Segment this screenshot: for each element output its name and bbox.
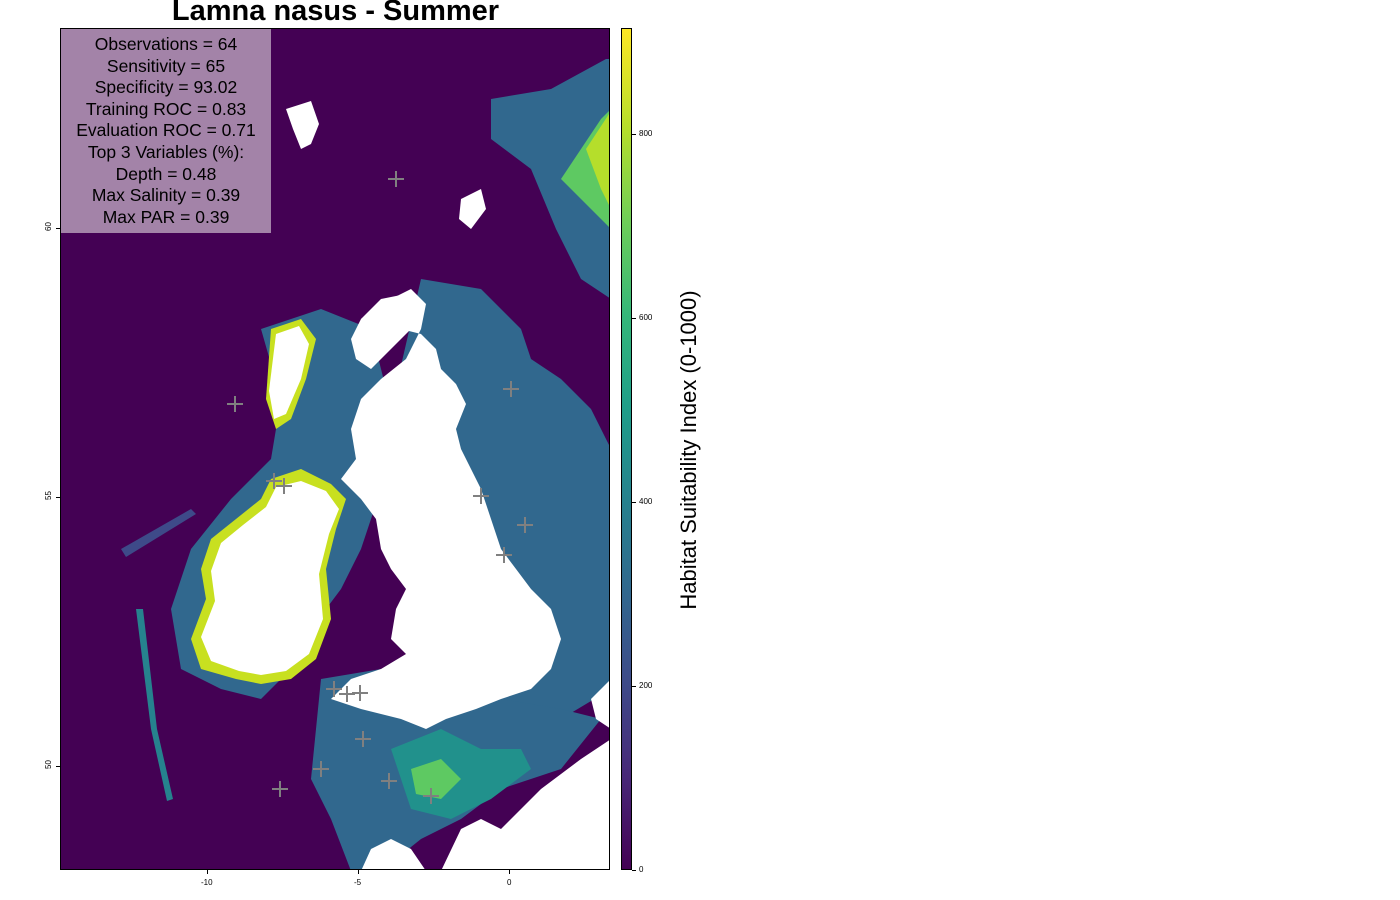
y-tick-label-55: 55 <box>44 491 53 500</box>
y-tick-label-60: 60 <box>44 222 53 231</box>
evaluation-roc-stat: Evaluation ROC = 0.71 <box>61 120 271 142</box>
colorbar-tick <box>632 870 636 871</box>
sensitivity-stat: Sensitivity = 65 <box>61 56 271 78</box>
colorbar-label-400: 400 <box>639 497 652 507</box>
x-tick-mark <box>207 870 208 874</box>
y-tick-mark <box>56 766 60 767</box>
y-tick-mark <box>56 497 60 498</box>
observations-stat: Observations = 64 <box>61 34 271 56</box>
map-title: Lamna nasus - Summer <box>60 0 611 28</box>
variable-2: Max Salinity = 0.39 <box>61 185 271 207</box>
colorbar-tick <box>632 686 636 687</box>
top-variables-header: Top 3 Variables (%): <box>61 142 271 164</box>
y-tick-mark <box>56 228 60 229</box>
x-tick-mark <box>358 870 359 874</box>
colorbar-tick <box>632 502 636 503</box>
training-roc-stat: Training ROC = 0.83 <box>61 99 271 121</box>
specificity-stat: Specificity = 93.02 <box>61 77 271 99</box>
x-tick-label-0: 0 <box>507 878 511 887</box>
colorbar-label-600: 600 <box>639 313 652 323</box>
colorbar-tick <box>632 318 636 319</box>
model-stats-box: Observations = 64 Sensitivity = 65 Speci… <box>61 29 271 233</box>
x-tick-label-minus5: -5 <box>354 878 361 887</box>
colorbar-title: Habitat Suitability Index (0-1000) <box>676 290 702 609</box>
colorbar-label-0: 0 <box>639 865 643 875</box>
x-tick-label-minus10: -10 <box>201 878 213 887</box>
variable-1: Depth = 0.48 <box>61 164 271 186</box>
colorbar <box>621 28 632 870</box>
colorbar-label-200: 200 <box>639 681 652 691</box>
colorbar-tick <box>632 134 636 135</box>
colorbar-label-800: 800 <box>639 129 652 139</box>
variable-3: Max PAR = 0.39 <box>61 207 271 229</box>
x-tick-mark <box>509 870 510 874</box>
y-tick-label-50: 50 <box>44 760 53 769</box>
